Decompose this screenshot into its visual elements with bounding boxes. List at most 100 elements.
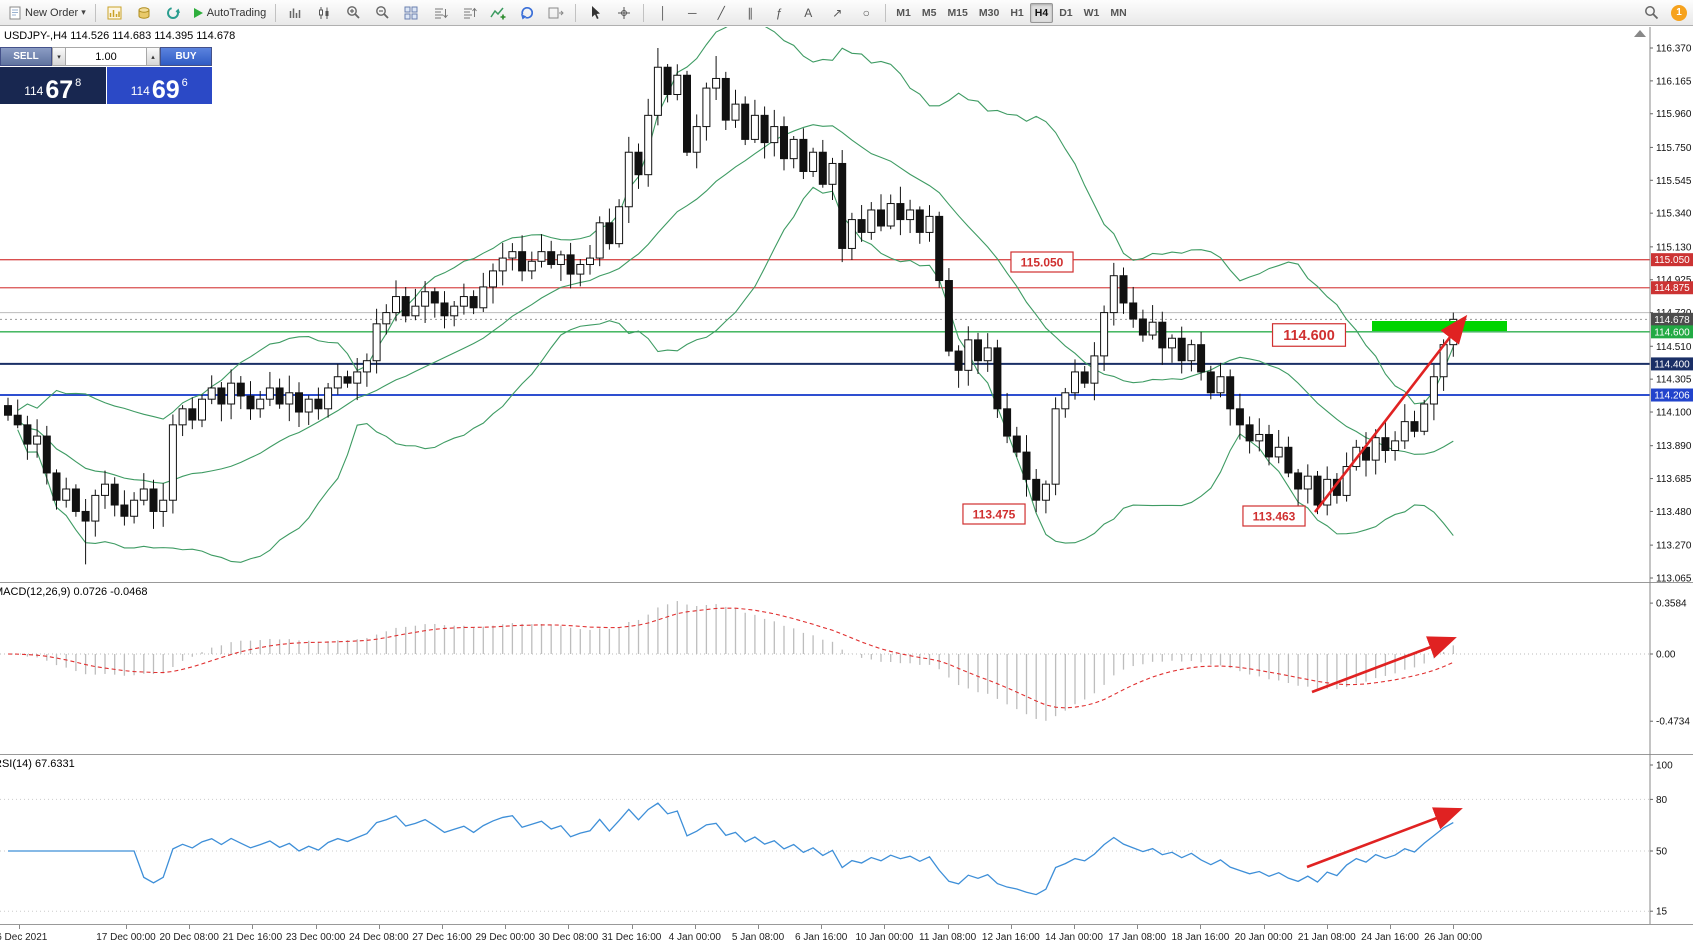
vertical-line-tool-button[interactable]: │ — [649, 2, 677, 24]
auto-scroll-button[interactable] — [513, 2, 541, 24]
svg-text:114.305: 114.305 — [1656, 375, 1692, 386]
toolbar-separator — [275, 3, 277, 22]
trendline-tool-button[interactable]: ╱ — [707, 2, 735, 24]
timeframe-button-w1[interactable]: W1 — [1083, 6, 1100, 19]
timeframe-button-m15[interactable]: M15 — [947, 6, 968, 19]
time-axis-tick — [378, 925, 380, 929]
toolbar-separator — [575, 3, 577, 22]
profiles-button[interactable] — [130, 2, 158, 24]
timeframe-button-h4[interactable]: H4 — [1029, 2, 1054, 23]
timeframe-button-m5[interactable]: M5 — [921, 6, 937, 19]
sell-button[interactable]: SELL — [0, 47, 52, 66]
volume-value[interactable]: 1.00 — [66, 47, 146, 66]
cursor-icon — [592, 6, 601, 19]
timeframe-button-h1[interactable]: H1 — [1010, 6, 1024, 19]
timeframe-button-d1[interactable]: D1 — [1059, 6, 1073, 19]
price-axis-badge: 114.875 — [1651, 281, 1693, 295]
price-annotation-label[interactable]: 114.600 — [1271, 323, 1347, 347]
ohlc-values: 114.526 114.683 114.395 114.678 — [70, 30, 236, 42]
horizontal-line-tool-button[interactable]: ─ — [678, 2, 706, 24]
svg-text:116.370: 116.370 — [1656, 44, 1692, 55]
cursor-tool-button[interactable] — [581, 2, 609, 24]
svg-text:115.340: 115.340 — [1656, 209, 1692, 220]
bar-chart-mode-button[interactable] — [281, 2, 309, 24]
green-zone-highlight[interactable] — [1372, 321, 1507, 331]
search-button[interactable] — [1637, 2, 1665, 24]
time-axis-label: 17 Jan 08:00 — [1108, 932, 1167, 943]
time-axis-label: 5 Jan 08:00 — [731, 932, 785, 943]
new-order-dropdown-caret[interactable]: ▾ — [81, 7, 86, 17]
horizontal-line-icon: ─ — [687, 5, 697, 20]
price-annotation-label[interactable]: 115.050 — [1010, 251, 1074, 273]
time-axis-tick — [315, 925, 317, 929]
svg-text:115.960: 115.960 — [1656, 109, 1692, 120]
time-axis-tick — [1200, 925, 1202, 929]
tile-windows-button[interactable] — [397, 2, 425, 24]
vertical-line-icon: │ — [659, 5, 668, 20]
sort-descending-button[interactable] — [426, 2, 454, 24]
crosshair-tool-button[interactable] — [610, 2, 638, 24]
sort-ascending-button[interactable] — [455, 2, 483, 24]
svg-text:15: 15 — [1656, 907, 1668, 918]
price-annotation-label[interactable]: 113.475 — [962, 503, 1026, 525]
volume-increase-button[interactable]: ▴ — [146, 47, 160, 66]
trend-arrow[interactable] — [1306, 807, 1463, 869]
macd-signal-line — [7, 607, 1454, 709]
macd-current-values: 0.0726 -0.0468 — [73, 586, 148, 598]
sell-price-box[interactable]: 114 67 8 — [0, 67, 106, 104]
time-axis-label: 17 Dec 00:00 — [96, 932, 156, 943]
svg-text:115.050: 115.050 — [1654, 255, 1690, 266]
rsi-panel[interactable]: 100 80 50 15 — [0, 754, 1693, 924]
symbol-label: USDJPY-,H4 — [4, 30, 68, 42]
time-axis-label: 31 Dec 16:00 — [601, 932, 662, 943]
time-axis-label: 21 Dec 16:00 — [222, 932, 283, 943]
time-axis-label: 11 Jan 08:00 — [919, 932, 977, 943]
svg-text:113.890: 113.890 — [1656, 441, 1692, 452]
trend-arrow[interactable] — [1313, 314, 1468, 513]
price-axis-badge: 114.206 — [1651, 388, 1693, 402]
svg-text:113.475: 113.475 — [973, 507, 1016, 521]
bollinger-middle-band — [17, 124, 1454, 484]
timeframe-button-m1[interactable]: M1 — [896, 6, 911, 19]
add-indicator-button[interactable] — [484, 2, 512, 24]
candlestick-icon — [319, 6, 329, 19]
buy-button[interactable]: BUY — [160, 47, 212, 66]
text-tool-button[interactable]: A — [794, 2, 822, 24]
chart-workspace[interactable]: 115.050 114.600 113.475 113.463 116.370 116.1… — [0, 27, 1693, 948]
chart-shift-button[interactable] — [542, 2, 570, 24]
time-axis-label: 10 Jan 00:00 — [855, 932, 914, 943]
time-axis-tick — [1453, 925, 1455, 929]
timeframe-button-m30[interactable]: M30 — [978, 6, 1000, 19]
toolbar-separator — [94, 3, 96, 22]
arrow-tool-button[interactable]: ↗ — [823, 2, 851, 24]
candlestick-mode-button[interactable] — [310, 2, 338, 24]
trend-arrow[interactable] — [1311, 636, 1457, 694]
auto-scroll-icon — [521, 6, 534, 19]
svg-text:114.678: 114.678 — [1654, 315, 1690, 326]
bar-chart-icon — [290, 8, 301, 18]
shapes-tool-button[interactable]: ○ — [852, 2, 880, 24]
rsi-indicator-label: RSI(14) 67.6331 — [0, 758, 75, 770]
notification-badge[interactable]: 1 — [1671, 4, 1687, 21]
sort-ascending-icon — [463, 7, 477, 18]
fibonacci-tool-button[interactable]: ƒ — [765, 2, 793, 24]
svg-text:113.270: 113.270 — [1656, 541, 1692, 552]
main-price-chart[interactable]: 115.050 114.600 113.475 113.463 116.370 116.1… — [0, 27, 1693, 582]
volume-stepper: ▾ 1.00 ▴ — [52, 47, 160, 66]
autotrading-button[interactable]: AutoTrading — [188, 2, 271, 24]
macd-panel[interactable]: 0.3584 0.00 -0.4734 — [0, 582, 1693, 754]
price-annotation-label[interactable]: 113.463 — [1242, 505, 1306, 527]
candlestick-series — [4, 48, 1458, 565]
timeframe-button-mn[interactable]: MN — [1110, 6, 1127, 19]
zoom-out-button[interactable] — [368, 2, 396, 24]
search-icon — [1644, 6, 1658, 20]
buy-price-box[interactable]: 114 69 6 — [106, 67, 212, 104]
chart-window-button[interactable] — [101, 2, 129, 24]
channel-tool-button[interactable]: ∥ — [736, 2, 764, 24]
refresh-button[interactable] — [159, 2, 187, 24]
scroll-to-end-marker[interactable] — [1634, 30, 1646, 37]
zoom-in-button[interactable] — [339, 2, 367, 24]
new-order-button[interactable]: New Order ▾ — [4, 2, 90, 24]
volume-decrease-button[interactable]: ▾ — [52, 47, 66, 66]
